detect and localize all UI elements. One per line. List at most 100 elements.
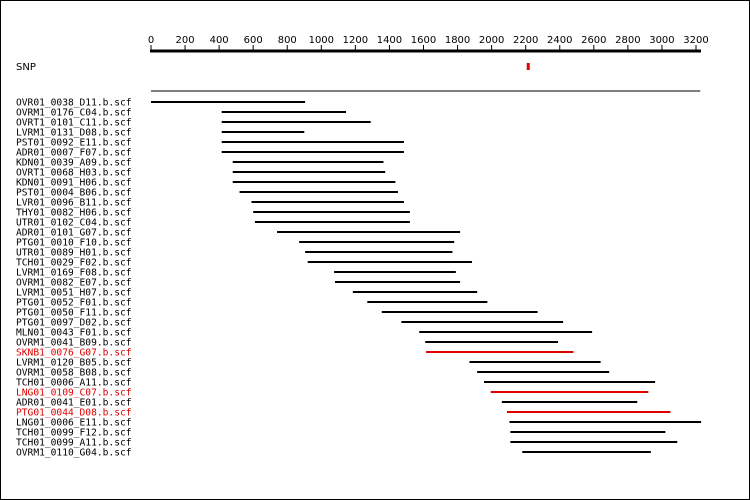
read-alignment-bar[interactable] (239, 191, 398, 193)
read-name[interactable]: LVRM1_0051_H07.b.scf (16, 288, 132, 299)
read-alignment-bar[interactable] (221, 141, 404, 143)
read-alignment-bar[interactable] (221, 131, 305, 133)
read-row[interactable]: LVRM1_0051_H07.b.scf (16, 288, 478, 299)
read-alignment-bar[interactable] (232, 171, 386, 173)
read-row[interactable]: MLN01_0043_F01.b.scf (16, 328, 593, 339)
snp-marker[interactable] (526, 63, 530, 70)
read-row[interactable]: LNG01_0109_C07.b.scf (16, 388, 649, 399)
read-alignment-bar[interactable] (221, 151, 404, 153)
read-row[interactable]: TCH01_0099_F12.b.scf (16, 428, 666, 439)
read-alignment-bar[interactable] (501, 401, 638, 403)
read-row[interactable]: TCH01_0006_A11.b.scf (16, 378, 656, 389)
read-name[interactable]: UTR01_0102_C04.b.scf (16, 218, 132, 229)
read-name[interactable]: TCH01_0099_A11.b.scf (16, 438, 132, 449)
read-row[interactable]: TCH01_0099_A11.b.scf (16, 438, 678, 449)
read-name[interactable]: PST01_0092_E11.b.scf (16, 138, 132, 149)
read-name[interactable]: OVRT1_0068_H03.b.scf (16, 168, 132, 179)
read-name[interactable]: OVRM1_0058_B08.b.scf (16, 368, 132, 379)
read-row[interactable]: LVR01_0096_B11.b.scf (16, 198, 404, 209)
read-alignment-bar[interactable] (425, 341, 559, 343)
read-row[interactable]: ADR01_0041_E01.b.scf (16, 398, 638, 409)
read-alignment-bar[interactable] (426, 351, 574, 353)
read-alignment-bar[interactable] (254, 221, 410, 223)
read-name[interactable]: PTG01_0052_F01.b.scf (16, 298, 132, 309)
read-name[interactable]: THY01_0082_H06.b.scf (16, 208, 132, 219)
read-alignment-bar[interactable] (469, 361, 601, 363)
read-row[interactable]: PTG01_0052_F01.b.scf (16, 298, 488, 309)
read-name[interactable]: PST01_0004_B06.b.scf (16, 188, 132, 199)
read-alignment-bar[interactable] (490, 391, 649, 393)
read-alignment-bar[interactable] (151, 101, 306, 103)
read-row[interactable]: OVRM1_0082_E07.b.scf (16, 278, 461, 289)
read-row[interactable]: PST01_0092_E11.b.scf (16, 138, 404, 149)
read-name[interactable]: ADR01_0007_F07.b.scf (16, 148, 132, 159)
read-alignment-bar[interactable] (522, 451, 651, 453)
read-row[interactable]: OVRM1_0110_G04.b.scf (16, 448, 651, 459)
read-row[interactable]: KDN01_0091_H06.b.scf (16, 178, 396, 189)
read-name[interactable]: LVRM1_0131_D08.b.scf (16, 128, 132, 139)
read-alignment-bar[interactable] (477, 371, 610, 373)
read-name[interactable]: OVRM1_0082_E07.b.scf (16, 278, 132, 289)
read-alignment-bar[interactable] (232, 161, 384, 163)
read-name[interactable]: UTR01_0089_H01.b.scf (16, 248, 132, 259)
read-row[interactable]: OVRT1_0068_H03.b.scf (16, 168, 386, 179)
read-row[interactable]: UTR01_0102_C04.b.scf (16, 218, 410, 229)
read-alignment-bar[interactable] (367, 301, 488, 303)
read-name[interactable]: OVRM1_0176_C04.b.scf (16, 108, 132, 119)
read-name[interactable]: TCH01_0099_F12.b.scf (16, 428, 132, 439)
read-name[interactable]: PTG01_0097_D02.b.scf (16, 318, 132, 329)
read-name[interactable]: OVRM1_0041_B09.b.scf (16, 338, 132, 349)
read-name[interactable]: LNG01_0006_E11.b.scf (16, 418, 132, 429)
read-alignment-bar[interactable] (221, 121, 371, 123)
read-alignment-bar[interactable] (510, 441, 678, 443)
read-row[interactable]: THY01_0082_H06.b.scf (16, 208, 410, 219)
read-alignment-bar[interactable] (483, 381, 656, 383)
read-alignment-bar[interactable] (232, 181, 396, 183)
read-alignment-bar[interactable] (253, 211, 410, 213)
read-alignment-bar[interactable] (334, 271, 456, 273)
read-row[interactable]: LNG01_0006_E11.b.scf (16, 418, 702, 429)
read-alignment-bar[interactable] (381, 311, 538, 313)
read-row[interactable]: PTG01_0097_D02.b.scf (16, 318, 564, 329)
read-alignment-bar[interactable] (506, 411, 671, 413)
read-name[interactable]: MLN01_0043_F01.b.scf (16, 328, 132, 339)
read-alignment-bar[interactable] (419, 331, 593, 333)
read-name[interactable]: SKNB1_0076_G07.b.scf (16, 348, 132, 359)
read-alignment-bar[interactable] (277, 231, 461, 233)
read-name[interactable]: ADR01_0041_E01.b.scf (16, 398, 132, 409)
read-name[interactable]: KDN01_0039_A09.b.scf (16, 158, 132, 169)
read-name[interactable]: PTG01_0010_F10.b.scf (16, 238, 132, 249)
read-name[interactable]: OVRT1_0101_C11.b.scf (16, 118, 132, 129)
read-name[interactable]: PTG01_0044_D08.b.scf (16, 408, 132, 419)
read-name[interactable]: ADR01_0101_G07.b.scf (16, 228, 132, 239)
read-name[interactable]: TCH01_0029_F02.b.scf (16, 258, 132, 269)
read-row[interactable]: PTG01_0010_F10.b.scf (16, 238, 455, 249)
read-row[interactable]: SKNB1_0076_G07.b.scf (16, 348, 574, 359)
read-alignment-bar[interactable] (510, 431, 666, 433)
read-row[interactable]: PST01_0004_B06.b.scf (16, 188, 398, 199)
read-row[interactable]: TCH01_0029_F02.b.scf (16, 258, 473, 269)
read-alignment-bar[interactable] (509, 421, 702, 423)
read-name[interactable]: KDN01_0091_H06.b.scf (16, 178, 132, 189)
read-name[interactable]: LNG01_0109_C07.b.scf (16, 388, 132, 399)
read-row[interactable]: UTR01_0089_H01.b.scf (16, 248, 453, 259)
read-name[interactable]: PTG01_0050_F11.b.scf (16, 308, 132, 319)
read-alignment-bar[interactable] (221, 111, 347, 113)
read-name[interactable]: OVR01_0038_D11.b.scf (16, 98, 132, 109)
read-row[interactable]: PTG01_0044_D08.b.scf (16, 408, 671, 419)
read-alignment-bar[interactable] (251, 201, 404, 203)
read-alignment-bar[interactable] (334, 281, 461, 283)
read-alignment-bar[interactable] (352, 291, 478, 293)
read-row[interactable]: ADR01_0101_G07.b.scf (16, 228, 461, 239)
read-row[interactable]: LVRM1_0131_D08.b.scf (16, 128, 305, 139)
read-row[interactable]: LVRM1_0120_B05.b.scf (16, 358, 601, 369)
read-name[interactable]: LVR01_0096_B11.b.scf (16, 198, 132, 209)
read-row[interactable]: PTG01_0050_F11.b.scf (16, 308, 538, 319)
read-row[interactable]: KDN01_0039_A09.b.scf (16, 158, 384, 169)
read-row[interactable]: LVRM1_0169_F08.b.scf (16, 268, 456, 279)
read-name[interactable]: LVRM1_0120_B05.b.scf (16, 358, 132, 369)
read-name[interactable]: TCH01_0006_A11.b.scf (16, 378, 132, 389)
read-alignment-bar[interactable] (307, 261, 473, 263)
read-alignment-bar[interactable] (401, 321, 564, 323)
read-name[interactable]: LVRM1_0169_F08.b.scf (16, 268, 132, 279)
